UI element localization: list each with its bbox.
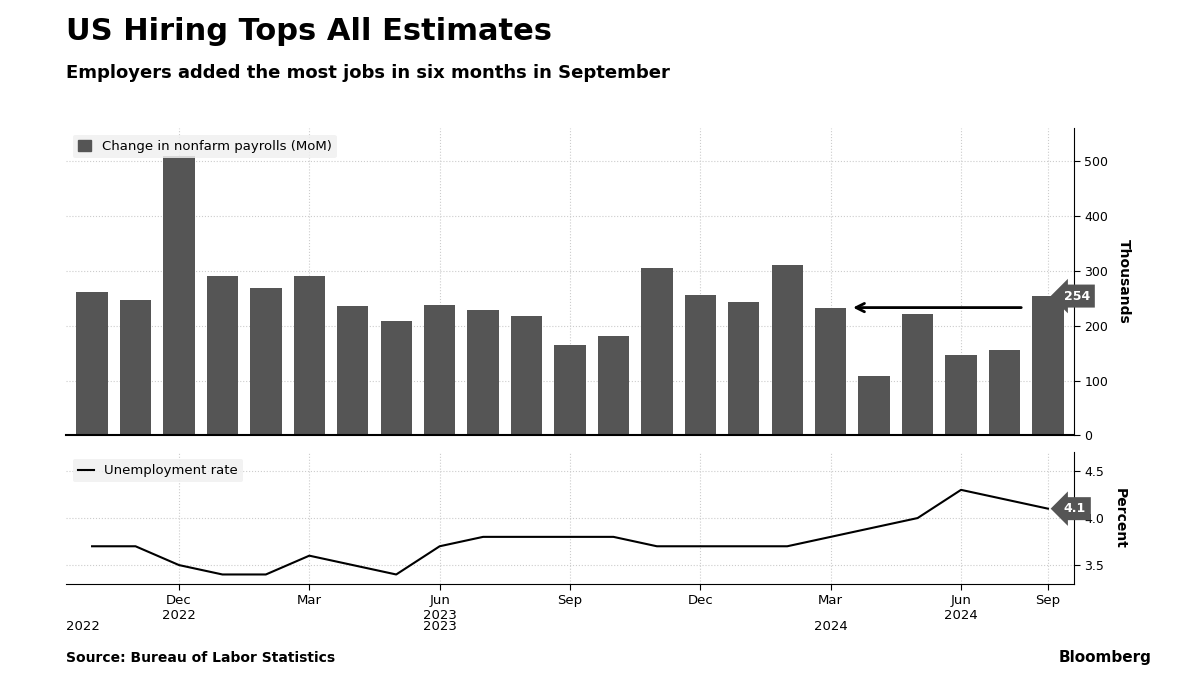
Text: Employers added the most jobs in six months in September: Employers added the most jobs in six mon… [66, 64, 670, 82]
Text: 2023: 2023 [422, 620, 456, 632]
Bar [902, 314, 934, 435]
Bar [1032, 296, 1063, 435]
Legend: Unemployment rate: Unemployment rate [72, 459, 244, 483]
Bar [337, 306, 368, 435]
Bar [728, 302, 760, 435]
Bar [511, 316, 542, 435]
Bar [380, 321, 412, 435]
Bar [294, 276, 325, 435]
Bar [946, 355, 977, 435]
Bar [598, 335, 629, 435]
Y-axis label: Thousands: Thousands [1117, 240, 1130, 324]
Bar [251, 288, 282, 435]
Y-axis label: Percent: Percent [1112, 487, 1127, 549]
Bar [641, 268, 672, 435]
Text: US Hiring Tops All Estimates: US Hiring Tops All Estimates [66, 17, 552, 46]
Bar [858, 376, 889, 435]
Text: Source: Bureau of Labor Statistics: Source: Bureau of Labor Statistics [66, 651, 335, 665]
Text: 2024: 2024 [814, 620, 847, 632]
Bar [554, 346, 586, 435]
Bar [163, 156, 194, 435]
Legend: Change in nonfarm payrolls (MoM): Change in nonfarm payrolls (MoM) [72, 135, 337, 159]
Bar [815, 308, 846, 435]
Bar [77, 292, 108, 435]
Text: Bloomberg: Bloomberg [1060, 650, 1152, 665]
Bar [772, 265, 803, 435]
Bar [206, 276, 238, 435]
Bar [468, 310, 499, 435]
Bar [685, 295, 716, 435]
Text: 2022: 2022 [66, 620, 100, 632]
Bar [120, 300, 151, 435]
Bar [424, 305, 455, 435]
Text: 4.1: 4.1 [1063, 502, 1086, 515]
Bar [989, 350, 1020, 435]
Text: 254: 254 [1063, 290, 1090, 302]
